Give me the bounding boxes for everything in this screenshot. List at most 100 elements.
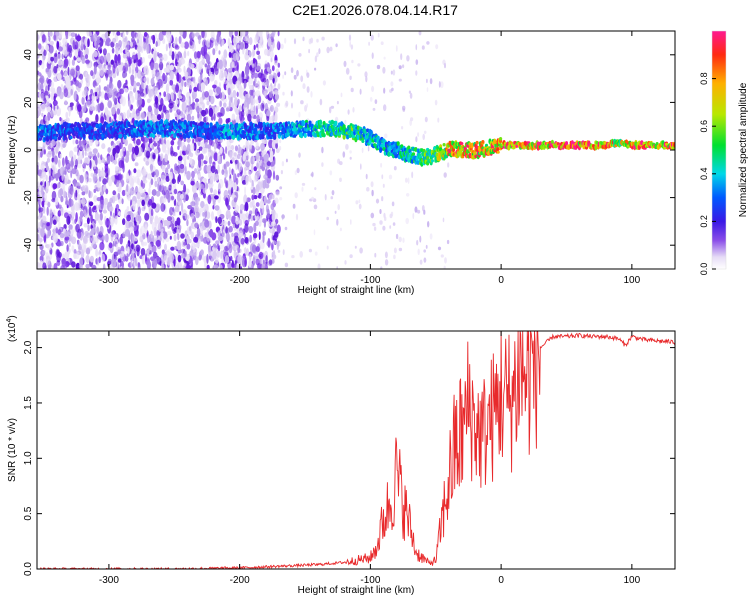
noise-speckle [233,197,238,203]
noise-speckle [306,72,310,78]
noise-speckle [382,225,386,231]
noise-speckle [146,77,149,85]
noise-speckle [222,220,228,226]
noise-speckle [49,209,53,218]
noise-speckle [321,162,324,167]
noise-speckle [159,58,163,65]
noise-speckle [411,171,414,179]
noise-speckle [147,198,153,206]
noise-speckle [46,165,49,171]
noise-speckle [158,104,163,112]
noise-speckle [271,65,275,72]
noise-speckle [179,211,182,216]
noise-speckle [172,228,177,235]
noise-speckle [115,243,119,252]
noise-speckle [248,77,254,85]
noise-speckle [206,254,209,264]
noise-speckle [245,69,249,77]
noise-speckle [137,214,142,224]
noise-speckle [112,37,117,44]
noise-speckle [58,204,62,209]
noise-speckle [44,90,49,96]
noise-speckle [122,251,125,256]
noise-speckle [145,194,150,202]
noise-speckle [429,78,433,85]
noise-speckle [133,80,137,91]
noise-speckle [203,45,207,55]
noise-speckle [47,243,53,251]
noise-speckle [108,242,113,249]
noise-speckle [129,93,133,99]
noise-speckle [152,142,158,147]
noise-speckle [127,143,133,153]
noise-speckle [253,72,259,79]
noise-speckle [242,153,246,162]
noise-speckle [110,154,113,163]
noise-speckle [375,198,380,204]
noise-speckle [314,251,318,256]
noise-speckle [390,81,394,87]
noise-speckle [217,193,222,204]
noise-speckle [99,185,105,196]
noise-speckle [249,210,253,215]
noise-speckle [148,35,152,44]
noise-speckle [68,150,74,158]
noise-speckle [410,117,414,122]
noise-speckle [136,199,141,204]
noise-speckle [236,262,240,269]
noise-speckle [57,210,62,217]
noise-speckle [255,99,259,104]
noise-speckle [234,204,240,213]
noise-speckle [252,57,256,64]
noise-speckle [229,78,233,85]
noise-speckle [179,150,183,157]
noise-speckle [187,62,192,69]
noise-speckle [284,262,289,268]
noise-speckle [127,246,130,255]
noise-speckle [68,198,74,207]
noise-speckle [136,138,141,146]
noise-speckle [52,170,55,177]
noise-speckle [237,173,240,178]
noise-speckle [121,189,126,197]
noise-speckle [215,216,218,224]
noise-speckle [62,157,65,167]
noise-speckle [158,95,161,101]
noise-speckle [175,58,178,67]
noise-speckle [263,195,267,205]
noise-speckle [233,152,237,157]
noise-speckle [130,113,136,118]
noise-speckle [237,98,240,105]
noise-speckle [161,249,165,255]
noise-speckle [186,97,190,103]
noise-speckle [255,256,260,261]
noise-speckle [186,243,191,250]
noise-speckle [132,108,135,113]
noise-speckle [79,210,84,218]
noise-speckle [318,48,321,55]
noise-speckle [46,222,50,227]
noise-speckle [65,76,71,87]
noise-speckle [444,62,446,69]
noise-speckle [272,170,276,180]
noise-speckle [154,87,159,96]
noise-speckle [267,37,272,47]
noise-speckle [142,175,146,182]
noise-speckle [195,181,199,189]
ridge-cell [316,132,320,136]
noise-speckle [316,38,319,43]
noise-speckle [224,255,230,264]
noise-speckle [102,235,105,241]
noise-speckle [181,101,187,112]
noise-speckle [208,171,213,178]
noise-speckle [93,33,98,42]
noise-speckle [263,174,268,180]
noise-speckle [57,53,61,60]
noise-speckle [134,211,138,222]
noise-speckle [131,217,135,222]
noise-speckle [427,221,430,228]
noise-speckle [168,184,172,191]
noise-speckle [206,100,210,106]
noise-speckle [161,164,166,172]
noise-speckle [65,35,69,40]
